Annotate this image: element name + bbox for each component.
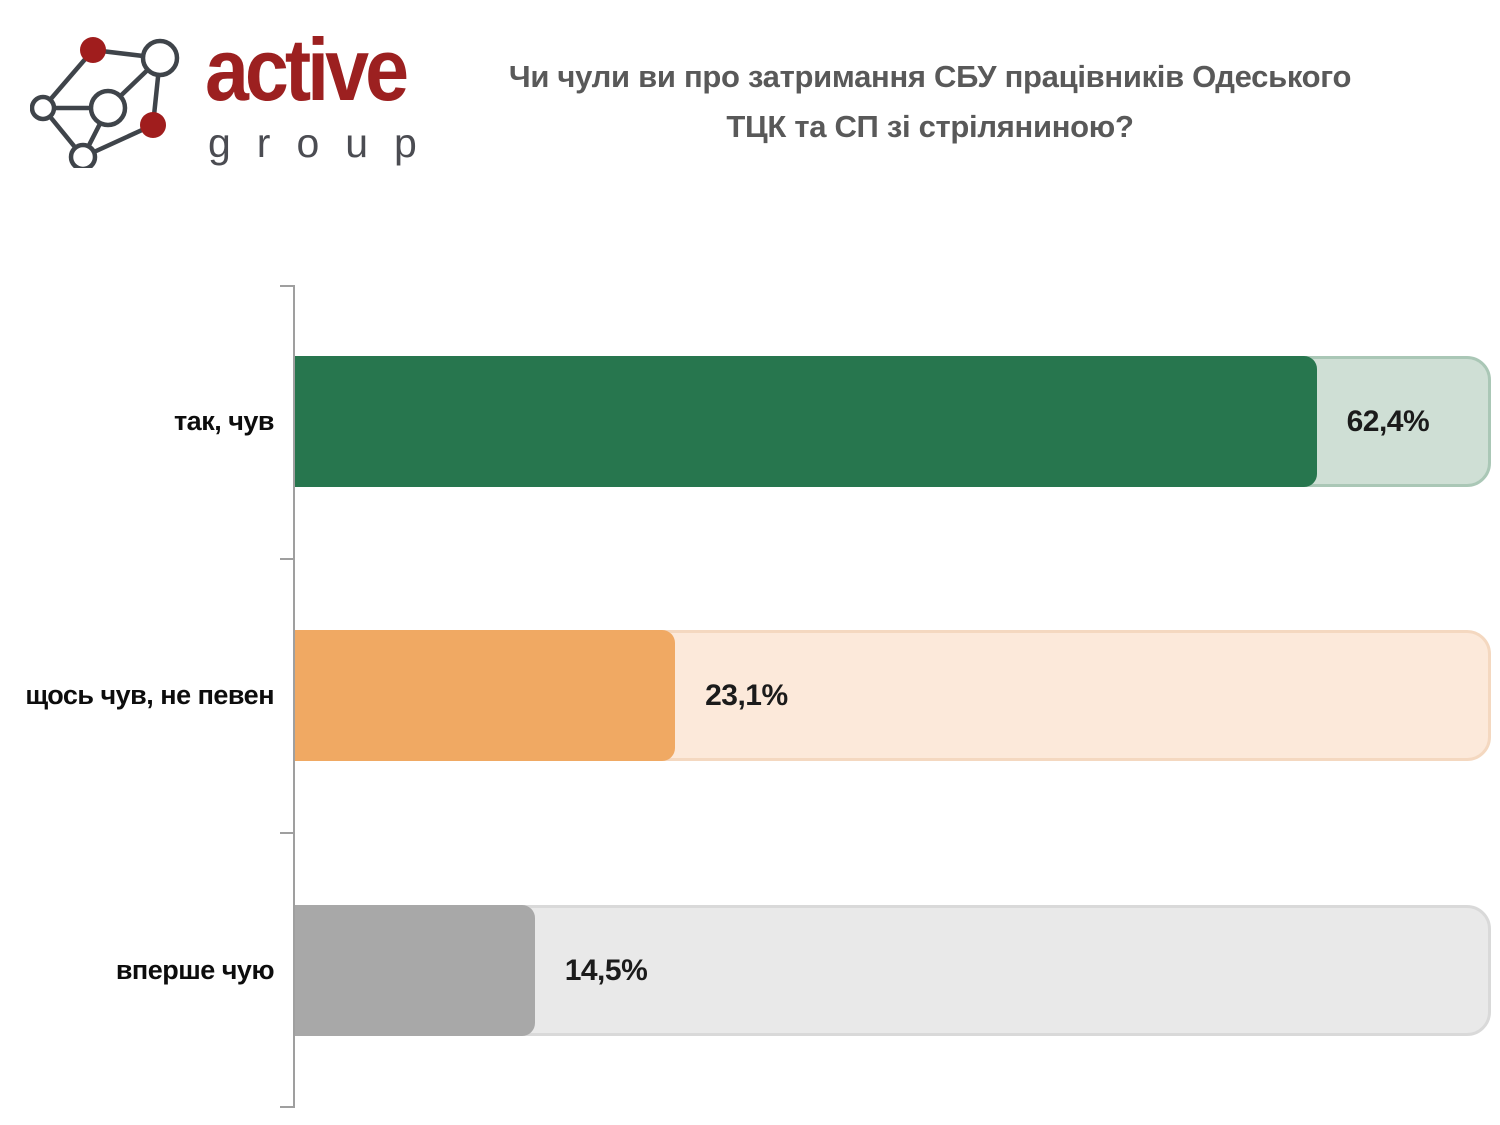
bar-value-label: 62,4% [1346,404,1430,438]
axis-tick [280,832,293,834]
chart-title-line-1: Чи чули ви про затримання СБУ працівникі… [508,59,1352,94]
axis-tick [280,285,293,287]
y-axis-line [280,285,295,1108]
axis-tick [280,558,293,560]
bar-track: 23,1% [295,630,1491,761]
bar-fill [295,630,676,761]
brand-name-primary: active [205,19,409,119]
category-label: щось чув, не певен [25,680,274,710]
bar-fill [295,356,1317,487]
brand-name-secondary: group [208,120,443,167]
category-label: вперше чую [115,955,275,985]
chart-title-line-2: ТЦК та СП зі стріляниною? [726,109,1134,144]
chart-title: Чи чули ви про затримання СБУ працівникі… [430,52,1430,152]
axis-tick [280,1106,293,1108]
bar-value-label: 14,5% [564,953,648,987]
category-label: так, чув [173,406,275,436]
bar-row: щось чув, не певен 23,1% [0,630,1500,761]
brand-wordmark: active group [205,19,465,167]
bar-track: 62,4% [295,356,1491,487]
bar-value-label: 23,1% [705,678,788,712]
bar-track: 14,5% [295,905,1491,1036]
bar-row: вперше чую 14,5% [0,905,1500,1036]
bar-row: так, чув 62,4% [0,356,1500,487]
active-group-logo-icon [30,37,180,168]
bar-fill [295,905,535,1036]
